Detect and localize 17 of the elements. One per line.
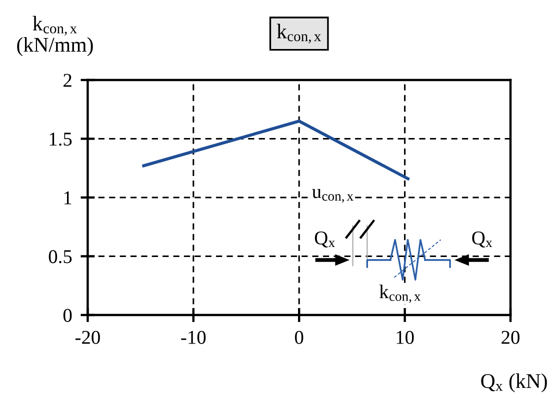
y-tick-label: 2 [64,74,72,87]
annotation: u$_{con,x}$ [312,188,354,203]
chart-title: k$_{con,x}$ [276,24,321,44]
annotation: k$_{con,x}$ [379,284,421,303]
y-tick-label: 0.5 [48,250,72,264]
x-tick-label: -20 [75,330,100,344]
y-tick-label: 1 [64,191,72,204]
x-tick-label: 20 [502,330,520,344]
x-tick-label: 10 [396,330,414,344]
y-tick-label: 1.5 [50,132,72,146]
y-axis-title: k$_{con,x}$ (kN/mm) [17,16,93,56]
annotation: Q$_{x}$ [472,231,492,248]
x-tick-label: -10 [181,330,206,344]
x-axis-title: Q$_{x}$ (kN) [481,373,547,392]
x-tick-label: 0 [294,330,304,344]
y-tick-label: 0 [63,308,72,322]
annotation: Q$_{x}$ [314,231,335,248]
